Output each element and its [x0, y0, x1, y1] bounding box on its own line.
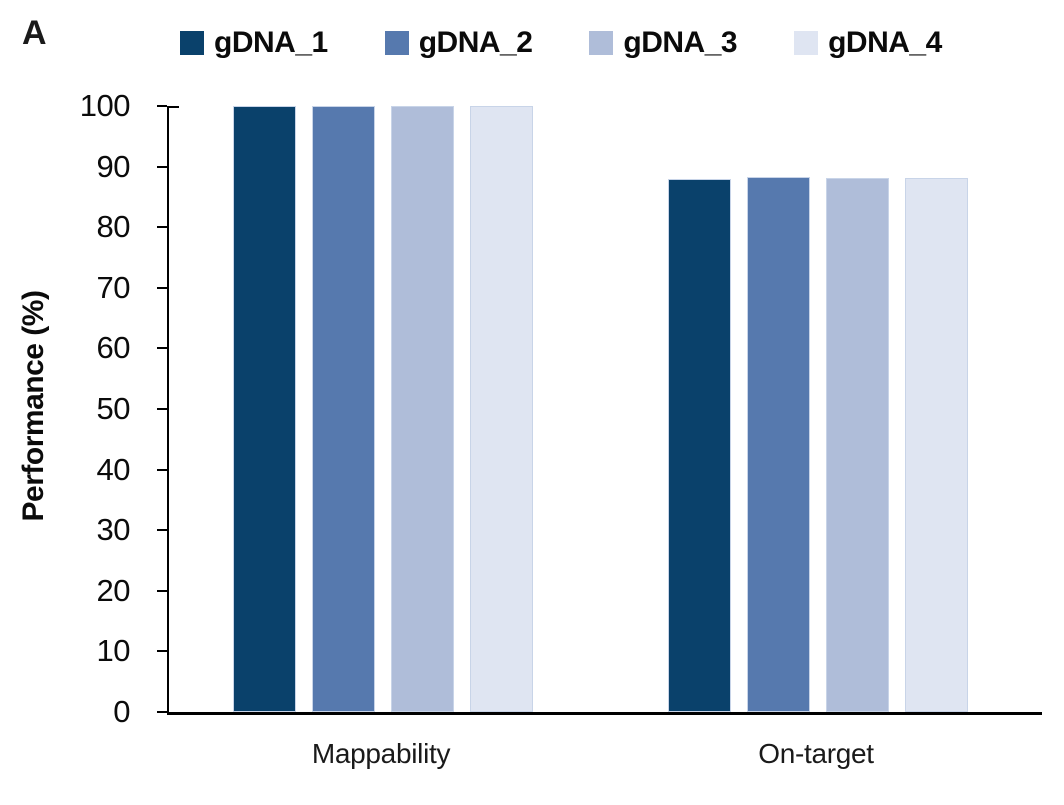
y-axis-tick-label-50: 50 [96, 391, 131, 426]
y-axis-tick-30 [157, 529, 167, 532]
y-axis-tick-label-80: 80 [96, 209, 131, 245]
bar-gDNA_2-on-target [747, 177, 810, 712]
y-axis-tick-90 [157, 165, 167, 168]
legend: gDNA_1 gDNA_2 gDNA_3 gDNA_4 [180, 26, 942, 60]
y-axis-tick-label-0: 0 [113, 694, 130, 729]
legend-entry-gDNA_3: gDNA_3 [589, 26, 738, 60]
y-axis-tick-60 [157, 347, 167, 350]
y-axis-tick-label-100: 100 [79, 88, 131, 123]
y-axis-tick-10 [157, 650, 167, 653]
legend-entry-gDNA_4: gDNA_4 [794, 26, 942, 60]
y-axis-tick-50 [157, 408, 167, 410]
bar-gDNA_4-mappability [470, 106, 533, 712]
x-axis-category-label-on-target: On-target [758, 738, 874, 769]
y-axis-tick-0 [157, 711, 167, 713]
bar-gDNA_2-mappability [312, 106, 375, 712]
bar-gDNA_3-on-target [826, 178, 889, 712]
bar-group-mappability [233, 106, 533, 712]
y-axis-tick-70 [157, 286, 167, 289]
legend-label-gDNA_3: gDNA_3 [623, 26, 738, 59]
y-axis-tick-label-30: 30 [96, 512, 131, 548]
x-axis-category-label-mappability: Mappability [311, 738, 451, 769]
legend-entry-gDNA_2: gDNA_2 [384, 26, 533, 60]
y-axis-tick-label-10: 10 [96, 633, 131, 669]
legend-swatch-gDNA_3 [589, 31, 614, 55]
legend-label-gDNA_4: gDNA_4 [828, 26, 942, 59]
y-axis-top-tick [169, 106, 179, 108]
panel-label: A [22, 14, 47, 52]
legend-label-gDNA_2: gDNA_2 [418, 26, 533, 59]
y-axis-tick-label-70: 70 [96, 269, 131, 305]
bar-gDNA_4-on-target [905, 178, 968, 712]
legend-swatch-gDNA_2 [384, 31, 409, 55]
y-axis-tick-40 [157, 468, 167, 471]
y-axis-tick-80 [157, 226, 167, 229]
legend-swatch-gDNA_1 [180, 31, 204, 55]
y-axis-tick-20 [157, 589, 167, 592]
y-axis-tick-label-40: 40 [96, 451, 131, 487]
bar-gDNA_1-mappability [233, 106, 296, 712]
y-axis-tick-100 [157, 105, 167, 107]
plot-area [157, 105, 1042, 715]
y-axis-tick-label-20: 20 [96, 572, 131, 608]
bar-gDNA_1-on-target [668, 179, 731, 712]
y-axis-tick-labels: 0 10 20 30 40 50 60 70 80 90 100 [0, 0, 131, 805]
bar-group-on-target [668, 106, 968, 712]
y-axis-tick-label-60: 60 [96, 330, 131, 366]
bar-gDNA_3-mappability [391, 106, 454, 712]
legend-entry-gDNA_1: gDNA_1 [180, 26, 328, 60]
y-axis-tick-label-90: 90 [96, 148, 131, 184]
legend-swatch-gDNA_4 [794, 31, 819, 55]
legend-label-gDNA_1: gDNA_1 [214, 26, 328, 59]
